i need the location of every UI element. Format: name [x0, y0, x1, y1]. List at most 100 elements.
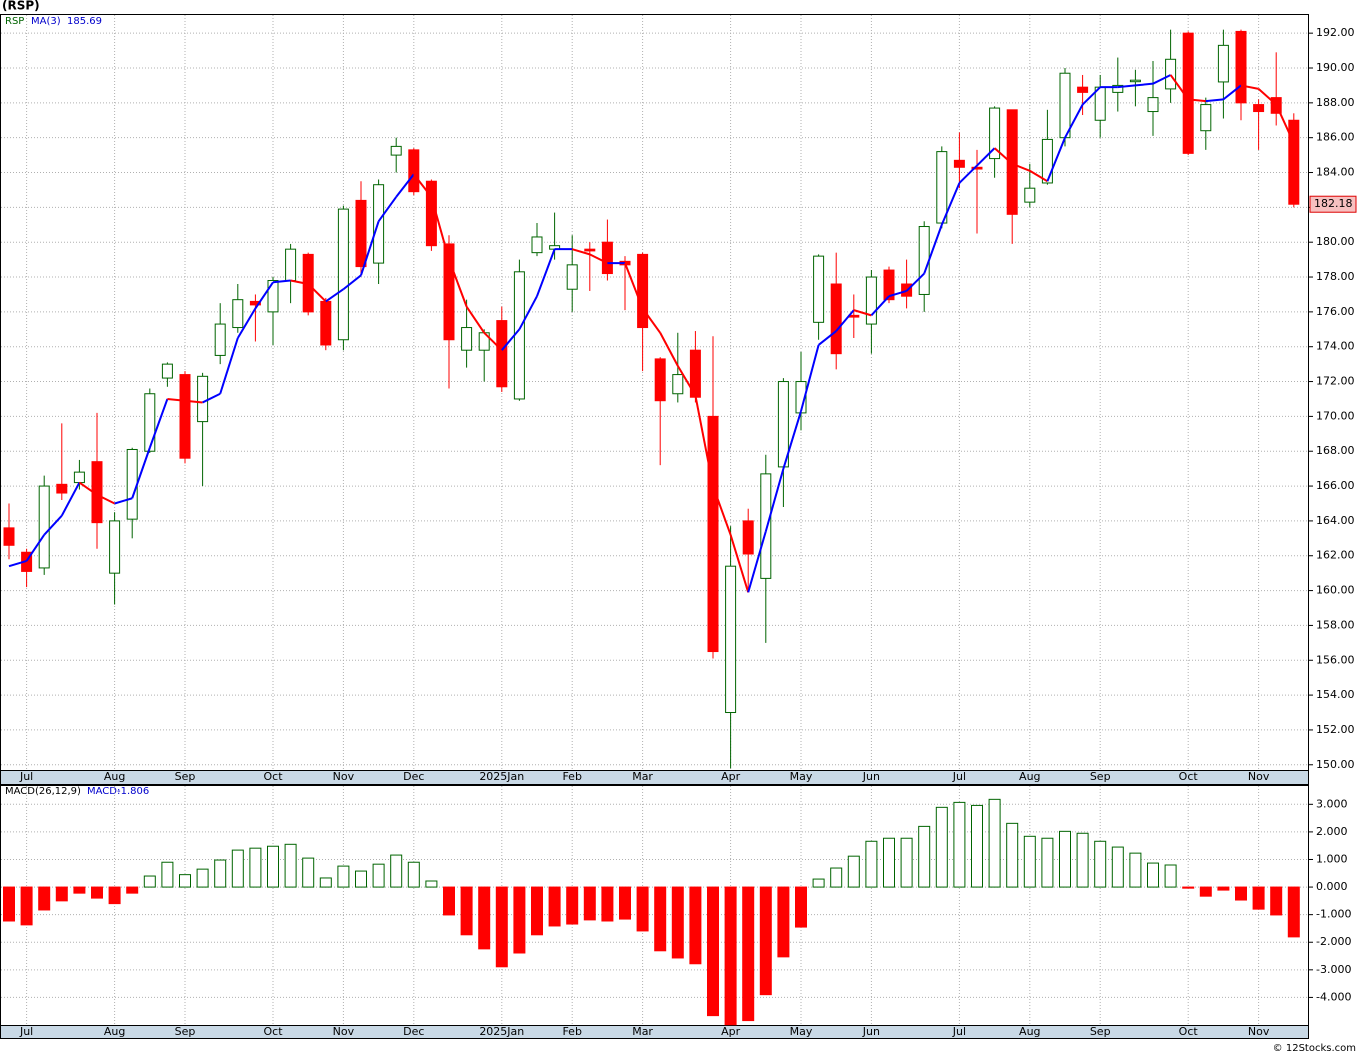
macd-bar: [1041, 837, 1054, 888]
macd-bar: [267, 845, 279, 888]
ma-line: [1029, 169, 1048, 183]
candle-body: [865, 276, 877, 325]
macd-bar: [847, 855, 860, 888]
macd-bar: [1147, 862, 1159, 888]
x-tick-label: Jun: [862, 1025, 880, 1038]
ma-line: [800, 344, 820, 412]
candle-body: [1288, 119, 1300, 205]
macd-bar: [302, 857, 315, 888]
candle-body: [601, 241, 613, 275]
candle-body: [197, 375, 209, 423]
candle-body: [161, 363, 173, 379]
macd-bar: [1129, 852, 1142, 888]
macd-bar: [372, 863, 385, 888]
macd-bar: [196, 868, 209, 888]
x-tick-label: Nov: [333, 1025, 355, 1038]
ma-line: [853, 309, 872, 317]
x-tick-label: 2025Jan: [479, 770, 524, 783]
macd-title: MACD(26,12,9): [5, 786, 81, 797]
macd-bar: [1287, 886, 1300, 938]
candle-body: [320, 300, 332, 346]
x-tick-label: Dec: [403, 770, 424, 783]
ma-line: [694, 395, 714, 487]
ma-line: [114, 497, 133, 505]
ma-line: [1169, 74, 1190, 100]
candle-body: [830, 283, 842, 355]
y-tick-label: 176.00: [1316, 305, 1355, 318]
macd-bar: [1094, 840, 1107, 888]
y-tick-label: -1.000: [1316, 908, 1351, 921]
macd-bar: [742, 886, 755, 1022]
x-tick-label: May: [790, 770, 813, 783]
y-tick-label: -2.000: [1316, 935, 1351, 948]
macd-bar: [179, 874, 191, 888]
ma-line: [835, 309, 855, 332]
candle-body: [109, 520, 121, 574]
macd-bar: [231, 849, 244, 888]
macd-bar: [759, 886, 772, 996]
y-tick-label: 164.00: [1316, 514, 1355, 527]
y-tick-label: 0.000: [1316, 880, 1348, 893]
x-tick-label: Aug: [1019, 770, 1040, 783]
macd-bar: [495, 886, 508, 968]
ma-line: [676, 365, 697, 396]
candle-body: [1235, 30, 1247, 104]
macd-bar: [619, 886, 631, 920]
ma-line: [8, 560, 27, 568]
macd-bar: [20, 886, 33, 926]
macd-bar: [390, 854, 403, 888]
ma-line: [1222, 84, 1242, 101]
x-tick-label: Nov: [1248, 770, 1270, 783]
candle-body: [461, 327, 473, 351]
legend-symbol: RSP: [5, 16, 24, 27]
x-tick-label: Oct: [1179, 770, 1199, 783]
candle-body: [725, 565, 737, 714]
candle-body: [813, 255, 825, 323]
candle-body: [883, 269, 895, 301]
legend-ma-value: 185.69: [67, 16, 102, 27]
y-tick-label: 190.00: [1316, 61, 1355, 74]
candle-body: [1059, 72, 1071, 139]
ma-line: [1081, 86, 1101, 106]
macd-bar: [38, 886, 51, 911]
month-band: [0, 770, 1309, 785]
macd-bar: [1235, 886, 1247, 901]
ma-line: [764, 468, 785, 532]
macd-bar: [1199, 886, 1212, 897]
macd-bar: [583, 886, 596, 921]
ma-line: [641, 307, 662, 334]
ma-line: [1135, 82, 1154, 87]
macd-bar: [214, 859, 227, 888]
x-tick-label: Aug: [1019, 1025, 1040, 1038]
macd-bar: [55, 886, 68, 902]
legend-ma: MA(3): [31, 16, 61, 27]
macd-bar: [1270, 886, 1283, 916]
x-tick-label: Jul: [952, 770, 966, 783]
macd-bar: [73, 886, 86, 894]
ma-line: [483, 332, 503, 351]
candle-body: [443, 243, 455, 341]
ma-line: [236, 307, 257, 339]
ma-line: [501, 328, 521, 351]
macd-bar: [548, 886, 561, 927]
macd-bar: [425, 880, 438, 888]
ma-line: [712, 485, 732, 536]
x-tick-label: Mar: [632, 770, 653, 783]
candle-body: [126, 448, 138, 520]
ma-line: [1011, 162, 1031, 172]
candle-body: [496, 320, 508, 388]
candle-body: [1024, 187, 1036, 203]
macd-bar: [460, 886, 473, 936]
ma-line: [729, 534, 750, 593]
candle-body: [584, 248, 596, 252]
ma-line: [290, 279, 309, 285]
macd-bar: [971, 804, 983, 888]
y-tick-label: 170.00: [1316, 409, 1355, 422]
y-tick-label: 168.00: [1316, 444, 1355, 457]
ma-line: [747, 531, 767, 593]
ma-line: [413, 173, 433, 198]
chart-title: (RSP): [2, 0, 40, 13]
ma-line: [940, 182, 961, 226]
macd-bar: [91, 886, 103, 899]
